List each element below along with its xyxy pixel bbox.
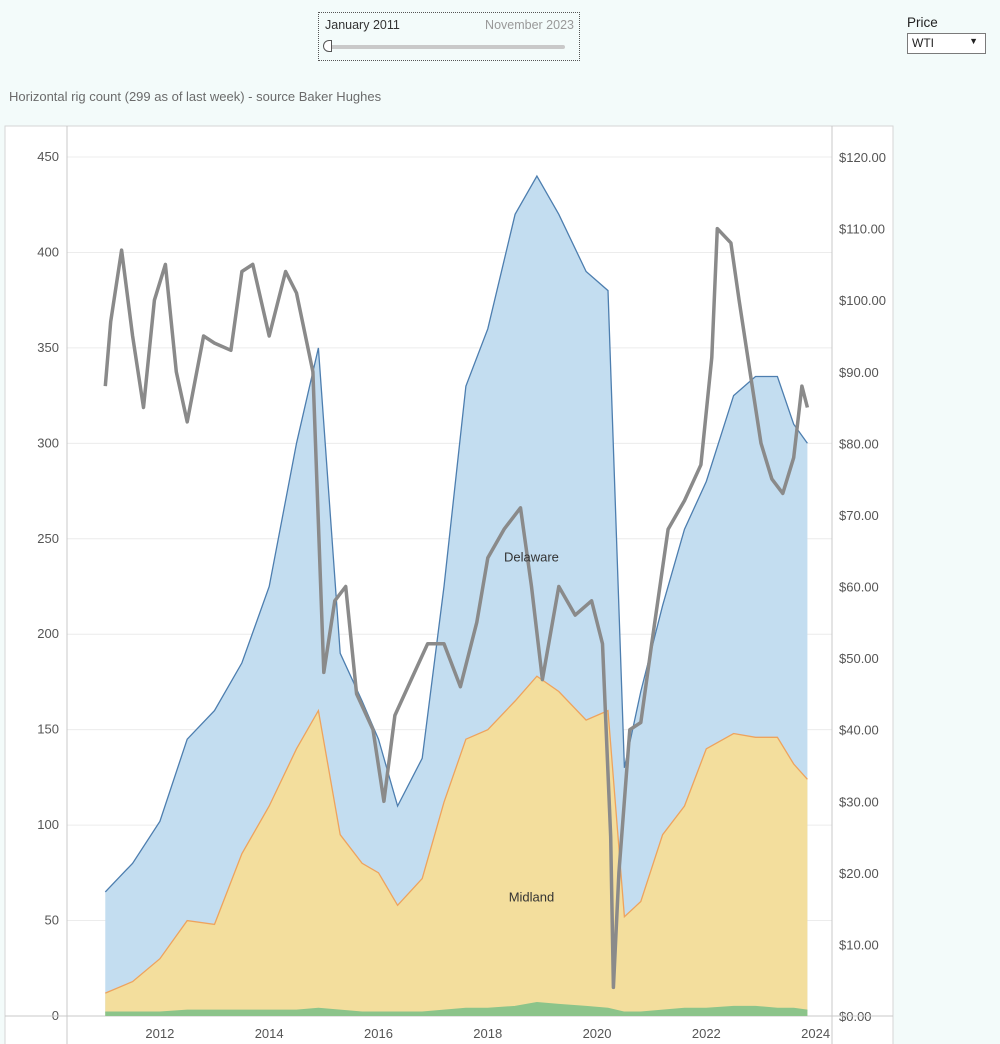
y-right-tick-label: $20.00 — [839, 866, 879, 881]
y-left-tick-label: 200 — [37, 626, 59, 641]
delaware-area-label: Delaware — [504, 550, 559, 565]
x-tick-label: 2022 — [692, 1026, 721, 1041]
price-filter: Price WTI ▼ — [907, 15, 986, 54]
x-tick-label: 2018 — [473, 1026, 502, 1041]
chevron-down-icon[interactable]: ▼ — [969, 36, 978, 46]
y-right-tick-label: $10.00 — [839, 937, 879, 952]
chart-title: Horizontal rig count (299 as of last wee… — [9, 89, 382, 104]
y-left-tick-label: 250 — [37, 531, 59, 546]
y-left-tick-label: 150 — [37, 722, 59, 737]
price-select-dropdown[interactable]: WTI ▼ — [907, 33, 986, 54]
midland-area-label: Midland — [509, 889, 555, 904]
midland-line — [105, 675, 808, 994]
other-line — [105, 1001, 808, 1013]
date-start-label: January 2011 — [325, 18, 400, 32]
y-left-tick-label: 400 — [37, 244, 59, 259]
x-tick-label: 2014 — [255, 1026, 284, 1041]
y-left-tick-label: 100 — [37, 817, 59, 832]
x-tick-label: 2012 — [145, 1026, 174, 1041]
midland-area — [105, 676, 808, 1016]
y-right-tick-label: $50.00 — [839, 651, 879, 666]
x-tick-label: 2020 — [583, 1026, 612, 1041]
x-tick-label: 2024 — [801, 1026, 830, 1041]
date-end-label: November 2023 — [485, 18, 574, 32]
y-right-tick-label: $60.00 — [839, 580, 879, 595]
y-left-tick-label: 450 — [37, 149, 59, 164]
price-line — [103, 226, 810, 990]
y-right-tick-label: $110.00 — [839, 222, 885, 237]
y-left-tick-label: 50 — [45, 913, 59, 928]
slider-start-handle[interactable] — [323, 40, 332, 52]
y-right-tick-label: $70.00 — [839, 508, 879, 523]
y-right-tick-label: $120.00 — [839, 150, 886, 165]
date-range-filter[interactable]: January 2011 November 2023 — [318, 12, 580, 61]
y-left-tick-label: 300 — [37, 435, 59, 450]
y-right-tick-label: $30.00 — [839, 794, 879, 809]
x-tick-label: 2016 — [364, 1026, 393, 1041]
y-right-tick-label: $90.00 — [839, 365, 879, 380]
y-left-tick-label: 350 — [37, 340, 59, 355]
y-right-tick-label: $40.00 — [839, 723, 879, 738]
price-selected-value: WTI — [912, 36, 934, 50]
delaware-line — [104, 174, 808, 893]
y-right-tick-label: $80.00 — [839, 436, 879, 451]
y-right-tick-label: $100.00 — [839, 293, 886, 308]
slider-track[interactable] — [327, 45, 565, 49]
price-filter-label: Price — [907, 15, 938, 30]
